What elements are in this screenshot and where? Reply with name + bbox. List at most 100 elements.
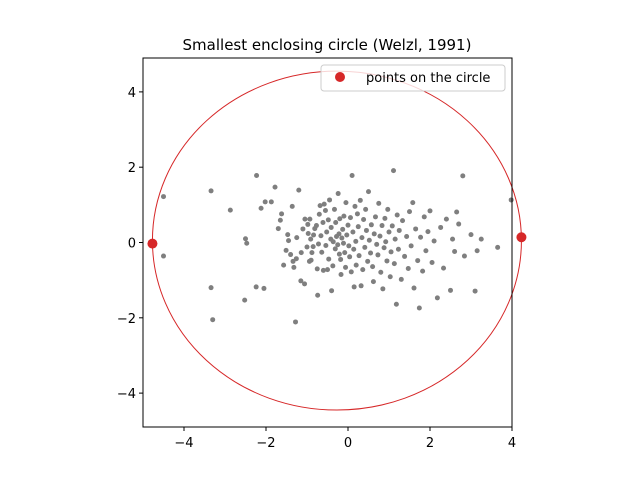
- x-tick-label: 2: [426, 436, 434, 451]
- circle-boundary-point: [516, 232, 527, 243]
- data-point: [425, 229, 431, 235]
- data-point: [346, 243, 352, 249]
- data-point: [243, 236, 248, 242]
- data-point: [315, 292, 321, 298]
- data-point: [386, 229, 392, 235]
- data-point: [339, 235, 345, 241]
- data-point: [340, 240, 346, 246]
- data-point: [461, 253, 467, 259]
- data-point: [296, 187, 302, 193]
- data-point: [344, 232, 350, 238]
- data-point: [311, 232, 317, 238]
- data-point: [331, 206, 337, 212]
- data-point: [305, 221, 311, 227]
- data-point: [294, 235, 300, 241]
- data-point: [448, 287, 453, 293]
- data-point: [410, 200, 416, 206]
- data-point: [317, 203, 323, 209]
- data-point: [329, 288, 335, 294]
- data-point: [340, 226, 346, 232]
- data-point: [363, 227, 369, 233]
- data-point: [161, 194, 166, 200]
- data-point: [472, 288, 478, 294]
- data-point: [392, 236, 398, 242]
- data-point: [405, 265, 411, 271]
- data-point: [335, 242, 341, 248]
- data-point: [407, 209, 412, 215]
- data-point: [393, 301, 399, 307]
- data-point: [262, 199, 268, 205]
- data-point: [384, 258, 390, 264]
- data-point: [400, 218, 406, 224]
- data-point: [342, 250, 348, 256]
- data-point: [387, 274, 393, 280]
- data-point: [272, 184, 278, 190]
- data-point: [371, 231, 377, 237]
- data-point: [332, 246, 338, 252]
- data-point: [353, 238, 359, 244]
- data-point: [327, 197, 333, 203]
- data-point: [308, 257, 314, 263]
- data-point: [415, 258, 421, 264]
- data-point: [383, 239, 389, 245]
- data-point: [289, 203, 295, 209]
- data-point: [337, 216, 343, 222]
- data-point: [380, 286, 386, 292]
- data-point: [375, 252, 381, 258]
- data-point: [443, 216, 449, 222]
- data-point: [283, 247, 289, 253]
- legend: points on the circle: [320, 64, 506, 92]
- data-point: [431, 238, 437, 244]
- data-point: [391, 261, 397, 267]
- data-point: [352, 203, 358, 209]
- data-point: [370, 279, 376, 285]
- data-point: [227, 207, 233, 213]
- data-point: [208, 285, 214, 291]
- data-point: [258, 205, 264, 211]
- data-point: [460, 173, 466, 179]
- data-point: [416, 305, 422, 311]
- data-point: [293, 256, 299, 262]
- data-point: [382, 215, 388, 221]
- data-point: [285, 232, 291, 238]
- data-point: [336, 251, 342, 257]
- data-point: [434, 295, 440, 301]
- data-point: [450, 236, 456, 242]
- data-point: [343, 264, 349, 270]
- data-point: [302, 281, 308, 287]
- data-point: [368, 222, 374, 228]
- data-point: [347, 215, 353, 221]
- data-point: [307, 216, 313, 222]
- data-point: [355, 224, 361, 230]
- data-point: [508, 197, 514, 203]
- data-point: [322, 207, 328, 213]
- data-point: [302, 216, 308, 222]
- data-point: [253, 284, 259, 290]
- data-point: [320, 220, 326, 226]
- data-point: [474, 248, 480, 254]
- data-point: [304, 244, 310, 250]
- data-point: [244, 240, 250, 246]
- data-point: [318, 233, 324, 239]
- data-point: [495, 244, 501, 250]
- data-point: [363, 206, 369, 212]
- data-point: [423, 248, 429, 254]
- x-axis: −4 −2 0 2 4: [174, 427, 516, 451]
- x-tick-label: −4: [174, 436, 193, 451]
- data-point: [325, 217, 331, 223]
- data-point: [349, 172, 355, 178]
- data-point: [286, 238, 292, 244]
- x-tick-label: 4: [508, 436, 516, 451]
- plot-area: [147, 70, 527, 411]
- data-point: [305, 230, 311, 236]
- data-point: [323, 243, 329, 249]
- y-tick-label: −2: [117, 312, 136, 327]
- data-point: [354, 211, 360, 217]
- data-point: [326, 256, 332, 262]
- data-point: [429, 259, 435, 265]
- legend-marker: [335, 72, 345, 82]
- data-point: [360, 267, 366, 273]
- data-point: [362, 244, 368, 250]
- data-point: [161, 253, 166, 259]
